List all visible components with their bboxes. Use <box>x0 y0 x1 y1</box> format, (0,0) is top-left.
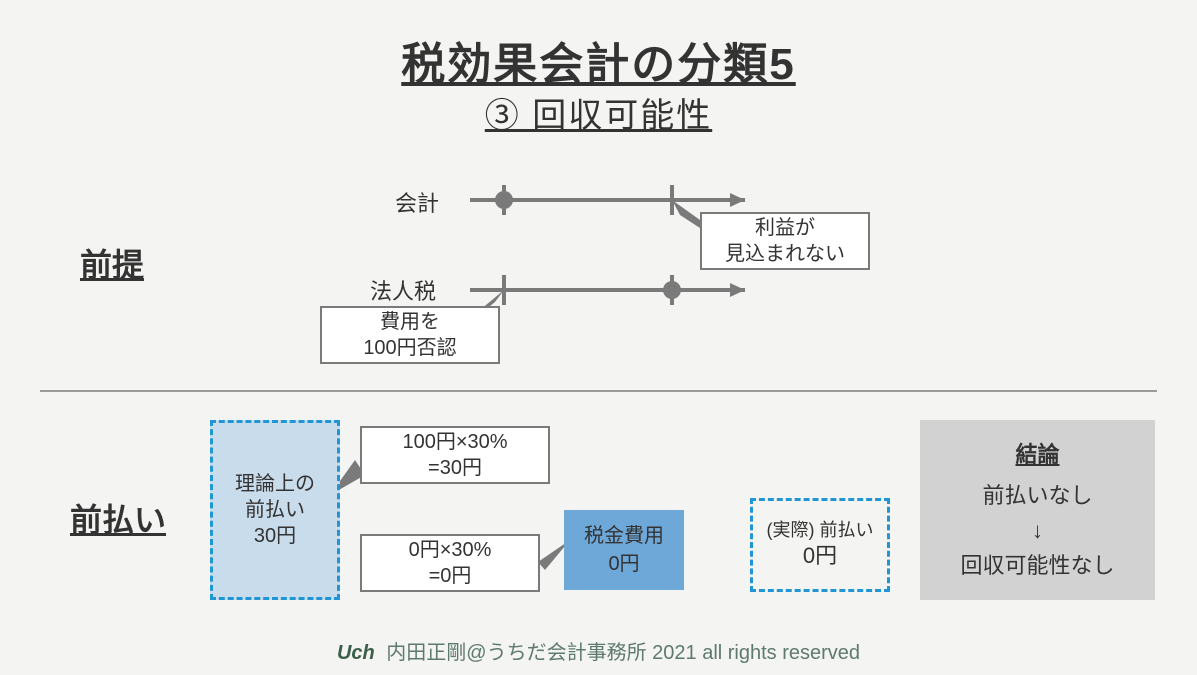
divider <box>40 390 1157 392</box>
conclusion-l1: 前払いなし <box>982 478 1092 513</box>
profit-callout: 利益が 見込まれない <box>700 212 870 270</box>
theory-l3: 30円 <box>254 523 296 549</box>
calc1-l1: 100円×30% <box>402 429 507 455</box>
accounting-label: 会計 <box>395 186 439 218</box>
profit-l1: 利益が <box>755 215 815 241</box>
actual-l2: 0円 <box>803 542 837 571</box>
conclusion-title: 結論 <box>1015 437 1059 472</box>
cost-callout: 費用を 100円否認 <box>320 306 500 364</box>
calc2-l2: =0円 <box>429 563 472 589</box>
tax-label: 法人税 <box>370 274 436 306</box>
conclusion-box: 結論 前払いなし ↓ 回収可能性なし <box>920 420 1155 600</box>
cost-l1: 費用を <box>380 309 440 335</box>
taxcost-l1: 税金費用 <box>584 522 664 550</box>
title-sub: ③ 回収可能性 <box>0 88 1197 137</box>
actual-l1: (実際) 前払い <box>767 519 874 542</box>
title-main: 税効果会計の分類5 <box>0 28 1197 92</box>
section-prepay-label: 前払い <box>70 495 166 541</box>
calc1-l2: =30円 <box>428 455 482 481</box>
calc1-box: 100円×30% =30円 <box>360 426 550 484</box>
theory-l1: 理論上の <box>235 471 315 497</box>
conclusion-l2: ↓ <box>1032 513 1043 548</box>
calc2-l1: 0円×30% <box>409 537 492 563</box>
footer-logo: Uch <box>337 642 375 665</box>
theory-prepay-box: 理論上の 前払い 30円 <box>210 420 340 600</box>
calc2-box: 0円×30% =0円 <box>360 534 540 592</box>
profit-l2: 見込まれない <box>725 241 845 267</box>
cost-l2: 100円否認 <box>363 335 456 361</box>
footer: Uch 内田正剛@うちだ会計事務所 2021 all rights reserv… <box>0 636 1197 665</box>
footer-text: 内田正剛@うちだ会計事務所 2021 all rights reserved <box>386 642 860 664</box>
taxcost-l2: 0円 <box>608 550 639 578</box>
conclusion-l3: 回収可能性なし <box>960 548 1114 583</box>
tax-cost-box: 税金費用 0円 <box>564 510 684 590</box>
actual-prepay-box: (実際) 前払い 0円 <box>750 498 890 592</box>
theory-l2: 前払い <box>245 497 305 523</box>
section-premise-label: 前提 <box>80 240 144 286</box>
